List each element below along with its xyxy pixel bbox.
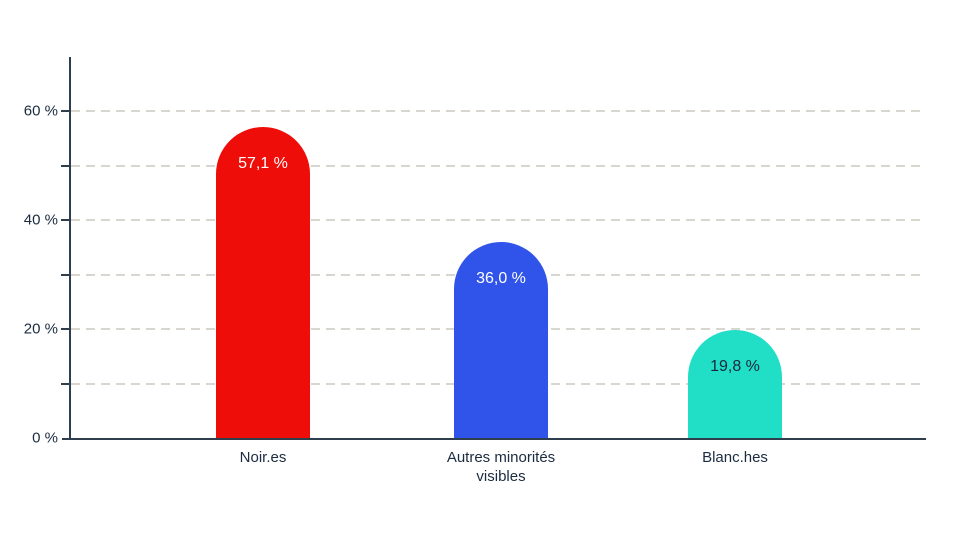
y-tick-60 bbox=[61, 110, 69, 113]
y-tick-label-40: 40 % bbox=[23, 211, 58, 229]
y-tick-label-60: 60 % bbox=[23, 102, 58, 120]
plot-area: 0 % 20 % 40 % 60 % 57,1 % Noir.es 36,0 % Autres… bbox=[24, 57, 926, 485]
gridline-50 bbox=[71, 164, 926, 167]
bar-1: 57,1 % bbox=[216, 127, 310, 438]
x-axis-line bbox=[62, 438, 926, 440]
bar-value-label: 36,0 % bbox=[476, 270, 526, 288]
y-tick-10 bbox=[61, 382, 69, 385]
y-tick-40 bbox=[61, 219, 69, 222]
bar-2: 36,0 % bbox=[454, 242, 548, 438]
y-tick-30 bbox=[61, 273, 69, 276]
y-tick-label-0: 0 % bbox=[32, 429, 58, 447]
y-axis-line bbox=[69, 57, 71, 438]
bar-value-label: 57,1 % bbox=[238, 155, 288, 173]
category-label: Noir.es bbox=[239, 449, 287, 466]
category-label: Blanc.hes bbox=[702, 449, 768, 466]
gridline-60 bbox=[71, 110, 926, 113]
bar-3: 19,8 % bbox=[688, 330, 782, 438]
gridline-40 bbox=[71, 219, 926, 222]
y-tick-label-20: 20 % bbox=[23, 320, 58, 338]
y-tick-20 bbox=[61, 328, 69, 331]
category-label: Autres minorités visibles bbox=[446, 449, 556, 485]
bar-value-label: 19,8 % bbox=[710, 358, 760, 376]
y-tick-50 bbox=[61, 164, 69, 167]
